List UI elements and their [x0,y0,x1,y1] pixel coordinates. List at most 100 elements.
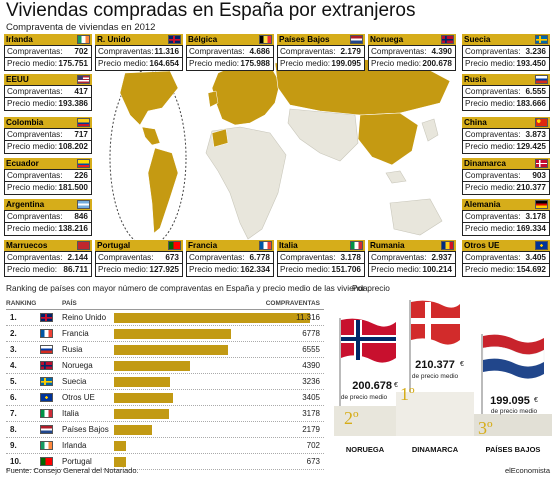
rank-bar [114,313,310,323]
card-compraventas-label: Compraventas: [465,171,521,180]
card-country: Alemania [462,199,550,210]
ireland-flag [77,35,90,44]
card-precio-label: Precio medio: [280,265,331,274]
country-card-china: China Compraventas: 3.873 Precio medio: 129.… [462,117,550,154]
card-country-label: Suecia [464,35,491,44]
card-compraventas-value: 903 [532,171,546,180]
card-precio-value: 181.500 [58,183,88,192]
card-precio-label: Precio medio: [7,265,58,274]
norway-cross-blue-h [341,337,396,341]
card-compraventas-value: 2.937 [431,253,453,262]
card-precio-label: Precio medio: [280,59,331,68]
card-precio-value: 175.751 [58,59,88,68]
rank-value: 3236 [302,377,320,386]
card-precio-label: Precio medio: [189,265,240,274]
card-compraventas-label: Compraventas: [465,212,521,221]
header-compraventas: COMPRAVENTAS [265,300,320,307]
card-precio-label: Precio medio: [7,142,58,151]
portugal-flag [168,241,181,250]
card-precio-row: Precio medio: 210.377 [462,182,550,195]
card-precio-value: 199.095 [331,59,361,68]
rank-number: 6. [10,393,17,402]
table-row: 9. Irlanda 702 [6,438,324,454]
country-card-portugal: Portugal Compraventas: 673 Precio medio: 127… [95,240,183,277]
card-precio-value: 151.706 [331,265,361,274]
table-row: 5. Suecia 3236 [6,374,324,390]
card-precio-row: Precio medio: 162.334 [186,264,274,277]
central-america-shape [141,126,161,146]
rank-value: 2179 [302,425,320,434]
uk-flag [168,35,181,44]
rank-value: 4390 [302,361,320,370]
card-compraventas-label: Compraventas: [465,253,521,262]
card-compraventas-row: Compraventas: 417 [4,85,92,98]
card-compraventas-value: 717 [74,130,88,139]
rank-value: 3178 [302,409,320,418]
card-country: Bélgica [186,34,274,45]
card-compraventas-label: Compraventas: [7,47,63,56]
card-country-label: R. Unido [97,35,131,44]
card-compraventas-value: 2.179 [340,47,362,56]
ireland-flag [40,441,53,450]
table-row: 4. Noruega 4390 [6,358,324,374]
card-precio-label: Precio medio: [465,224,516,233]
card-precio-label: Precio medio: [371,59,422,68]
card-precio-label: Precio medio: [465,99,516,108]
rank-value: 673 [306,457,320,466]
netherlands-flag [350,35,363,44]
card-compraventas-label: Compraventas: [7,171,63,180]
table-row: 6. Otros UE 3405 [6,390,324,406]
card-compraventas-label: Compraventas: [189,253,245,262]
third-euro: € [534,397,538,404]
card-compraventas-label: Compraventas: [7,130,63,139]
card-precio-value: 86.711 [63,265,88,274]
brand-logo: elEconomista [504,466,550,475]
card-compraventas-row: Compraventas: 3.178 [462,210,550,223]
card-precio-label: Precio medio: [98,265,149,274]
rank-country: Italia [62,409,79,418]
card-compraventas-value: 846 [74,212,88,221]
rank-bar [114,377,170,387]
card-country: Argentina [4,199,92,210]
card-precio-row: Precio medio: 129.425 [462,141,550,154]
card-precio-value: 193.450 [516,59,546,68]
rank-bar [114,345,228,355]
country-card-b-lgica: Bélgica Compraventas: 4.686 Precio medio: 17… [186,34,274,71]
norway-flag [441,35,454,44]
card-precio-row: Precio medio: 127.925 [95,264,183,277]
card-precio-label: Precio medio: [465,183,516,192]
card-compraventas-value: 6.555 [525,87,547,96]
china-flag [535,118,548,127]
card-country-label: Marruecos [6,241,48,250]
rank-country: Países Bajos [62,425,109,434]
third-value: 199.095 [490,395,530,407]
card-compraventas-value: 226 [74,171,88,180]
card-precio-row: Precio medio: 200.678 [368,58,456,71]
rank-bar [114,457,126,467]
card-country: EEUU [4,74,92,85]
second-country: NORUEGA [346,445,385,454]
rank-country: Reino Unido [62,313,107,322]
card-country-label: Portugal [97,241,131,250]
card-country: China [462,117,550,128]
card-precio-value: 127.925 [149,265,179,274]
rank-value: 3405 [302,393,320,402]
card-country-label: Argentina [6,200,45,209]
card-precio-row: Precio medio: 169.334 [462,223,550,236]
rank-country: Rusia [62,345,83,354]
rank-value: 11.316 [296,313,320,322]
card-compraventas-value: 2.144 [67,253,89,262]
card-country: Francia [186,240,274,251]
header-ranking: RANKING [6,300,37,307]
card-country-label: Dinamarca [464,159,506,168]
card-compraventas-row: Compraventas: 2.937 [368,251,456,264]
russia-flag [535,75,548,84]
north-america-shape [119,70,179,126]
country-card-suecia: Suecia Compraventas: 3.236 Precio medio: 193… [462,34,550,71]
rank-number: 4. [10,361,17,370]
card-precio-row: Precio medio: 164.654 [95,58,183,71]
third-place: 3º [478,418,493,438]
rank-value: 6778 [302,329,320,338]
eu-flag [40,393,53,402]
japan-shape [421,118,439,142]
